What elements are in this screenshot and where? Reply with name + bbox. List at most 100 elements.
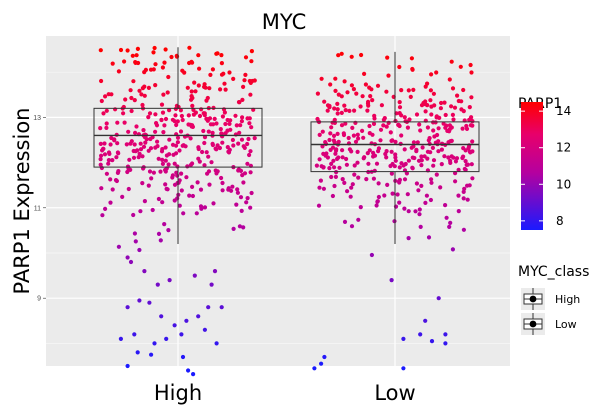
data-point bbox=[442, 154, 447, 159]
data-point bbox=[164, 336, 169, 341]
data-point bbox=[179, 113, 184, 119]
data-point bbox=[239, 137, 245, 142]
data-point bbox=[362, 71, 367, 76]
data-point bbox=[443, 112, 448, 118]
data-point bbox=[418, 332, 423, 337]
data-point bbox=[104, 125, 109, 130]
data-point bbox=[455, 93, 460, 98]
data-point bbox=[132, 231, 137, 236]
data-point bbox=[320, 129, 325, 134]
data-point bbox=[419, 154, 424, 159]
data-point bbox=[100, 148, 105, 153]
data-point bbox=[429, 180, 434, 185]
data-point bbox=[461, 109, 466, 114]
data-point bbox=[118, 47, 124, 53]
data-point bbox=[220, 140, 225, 145]
data-point bbox=[406, 209, 411, 214]
data-point bbox=[187, 60, 192, 66]
data-point bbox=[461, 154, 466, 159]
data-point bbox=[462, 186, 467, 191]
data-point bbox=[240, 115, 245, 120]
data-point bbox=[238, 168, 244, 173]
data-point bbox=[348, 194, 353, 199]
data-point bbox=[214, 121, 219, 126]
data-point bbox=[154, 123, 160, 128]
data-point bbox=[240, 173, 245, 178]
data-point bbox=[175, 135, 181, 140]
data-point bbox=[174, 122, 179, 128]
data-point bbox=[372, 168, 377, 173]
data-point bbox=[393, 155, 398, 160]
data-point bbox=[349, 149, 354, 154]
data-point bbox=[142, 84, 147, 89]
data-point bbox=[389, 171, 394, 176]
data-point bbox=[196, 83, 201, 88]
shape-legend-item-high: High bbox=[521, 288, 580, 310]
data-point bbox=[381, 117, 386, 122]
data-point bbox=[190, 193, 195, 199]
data-point bbox=[434, 114, 439, 119]
data-point bbox=[414, 112, 420, 117]
data-point bbox=[148, 67, 154, 72]
data-point bbox=[317, 132, 322, 137]
data-point bbox=[142, 70, 147, 75]
data-point bbox=[322, 99, 327, 104]
data-point bbox=[136, 155, 141, 160]
data-point bbox=[99, 78, 104, 84]
data-point bbox=[454, 156, 460, 161]
x-tick-label-low: Low bbox=[374, 381, 415, 405]
data-point bbox=[197, 113, 203, 119]
data-point bbox=[321, 186, 326, 191]
data-point bbox=[141, 144, 147, 149]
data-point bbox=[465, 197, 470, 202]
data-point bbox=[401, 366, 406, 371]
data-point bbox=[196, 53, 201, 58]
data-point bbox=[448, 220, 453, 225]
data-point bbox=[143, 140, 148, 145]
data-point bbox=[352, 108, 357, 113]
data-point bbox=[124, 142, 129, 147]
data-point bbox=[333, 151, 338, 156]
data-point bbox=[390, 191, 395, 196]
data-point bbox=[312, 366, 317, 371]
data-point bbox=[106, 158, 111, 163]
data-point bbox=[379, 103, 384, 108]
data-point bbox=[358, 205, 363, 210]
legend-key-point bbox=[529, 320, 537, 328]
data-point bbox=[139, 92, 144, 97]
data-point bbox=[397, 200, 402, 205]
data-point bbox=[160, 200, 165, 205]
data-point bbox=[328, 82, 333, 87]
data-point bbox=[431, 158, 437, 163]
data-point bbox=[365, 108, 370, 113]
data-point bbox=[209, 282, 214, 287]
data-point bbox=[205, 171, 210, 176]
data-point bbox=[431, 128, 436, 133]
data-point bbox=[318, 178, 323, 183]
data-point bbox=[155, 282, 160, 287]
data-point bbox=[438, 185, 443, 190]
data-point bbox=[204, 116, 209, 121]
data-point bbox=[190, 123, 195, 128]
data-point bbox=[158, 238, 163, 243]
data-point bbox=[438, 106, 443, 111]
data-point bbox=[356, 175, 361, 180]
shape-legend-title: MYC_class bbox=[518, 264, 589, 280]
data-point bbox=[159, 314, 164, 319]
data-point bbox=[156, 196, 161, 202]
data-point bbox=[238, 123, 243, 128]
data-point bbox=[158, 169, 163, 174]
data-point bbox=[151, 50, 156, 55]
data-point bbox=[399, 88, 404, 93]
data-point bbox=[429, 339, 435, 344]
data-point bbox=[230, 184, 235, 189]
data-point bbox=[149, 176, 154, 181]
data-point bbox=[376, 194, 381, 200]
data-point bbox=[140, 154, 145, 159]
data-point bbox=[432, 103, 437, 108]
data-point bbox=[419, 163, 424, 168]
data-point bbox=[123, 97, 128, 102]
data-point bbox=[428, 197, 433, 203]
data-point bbox=[249, 125, 254, 130]
data-point bbox=[413, 209, 418, 214]
